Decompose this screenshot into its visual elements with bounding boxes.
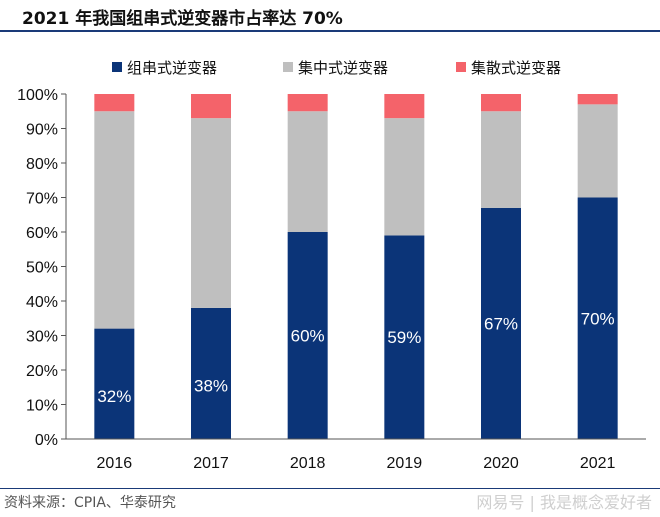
y-tick-label: 40% [26, 294, 58, 311]
y-tick-label: 0% [35, 432, 58, 449]
stacked-bar-chart: 组串式逆变器 集中式逆变器 集散式逆变器 0% 10% 20% 30% 40% 50% 60% 7… [0, 0, 660, 488]
bar-segment-2016-1 [94, 329, 134, 439]
y-tick-label: 20% [26, 363, 58, 380]
y-tick-label: 100% [17, 87, 58, 104]
bar-segment-2021-3 [578, 94, 618, 104]
x-tick-label: 2017 [193, 455, 229, 472]
x-tick-label: 2016 [97, 455, 133, 472]
watermark: 网易号 | 我是概念爱好者 [476, 489, 652, 513]
legend-swatch [112, 62, 122, 72]
bar-segment-2019-3 [384, 94, 424, 118]
bar-segment-2017-2 [191, 118, 231, 308]
legend-swatch [456, 62, 466, 72]
bar-segment-2018-2 [288, 111, 328, 232]
y-axis: 0% 10% 20% 30% 40% 50% 60% 70% 80% 90% 100% [17, 87, 66, 449]
y-tick-label: 90% [26, 122, 58, 139]
legend-label: 集散式逆变器 [471, 59, 561, 77]
data-label: 60% [291, 327, 325, 346]
y-tick-label: 70% [26, 191, 58, 208]
bar-segment-2020-3 [481, 94, 521, 111]
bar-segment-2016-2 [94, 111, 134, 328]
y-tick-label: 80% [26, 156, 58, 173]
x-tick-label: 2021 [580, 455, 616, 472]
source-note: 资料来源：CPIA、华泰研究 [4, 492, 176, 512]
data-label: 32% [97, 387, 131, 406]
x-axis: 2016 2017 2018 2019 2020 2021 [66, 439, 646, 472]
data-label: 38% [194, 376, 228, 395]
data-label: 59% [387, 328, 421, 347]
legend-swatch [283, 62, 293, 72]
y-tick-label: 50% [26, 260, 58, 277]
x-tick-label: 2020 [483, 455, 519, 472]
bar-segment-2020-2 [481, 111, 521, 208]
bar-segment-2017-1 [191, 308, 231, 439]
x-tick-label: 2019 [387, 455, 423, 472]
y-tick-label: 60% [26, 225, 58, 242]
y-tick-label: 10% [26, 398, 58, 415]
legend-label: 组串式逆变器 [127, 59, 217, 77]
data-label: 67% [484, 314, 518, 333]
legend: 组串式逆变器 集中式逆变器 集散式逆变器 [112, 59, 561, 77]
bar-segment-2016-3 [94, 94, 134, 111]
bars: 32% 38% 60% 59% 67% 70% [94, 94, 617, 439]
bar-segment-2019-2 [384, 118, 424, 235]
bar-segment-2021-2 [578, 104, 618, 197]
bar-segment-2017-3 [191, 94, 231, 118]
x-tick-label: 2018 [290, 455, 326, 472]
data-label: 70% [581, 309, 615, 328]
legend-label: 集中式逆变器 [298, 59, 388, 77]
bar-segment-2018-3 [288, 94, 328, 111]
y-tick-label: 30% [26, 329, 58, 346]
